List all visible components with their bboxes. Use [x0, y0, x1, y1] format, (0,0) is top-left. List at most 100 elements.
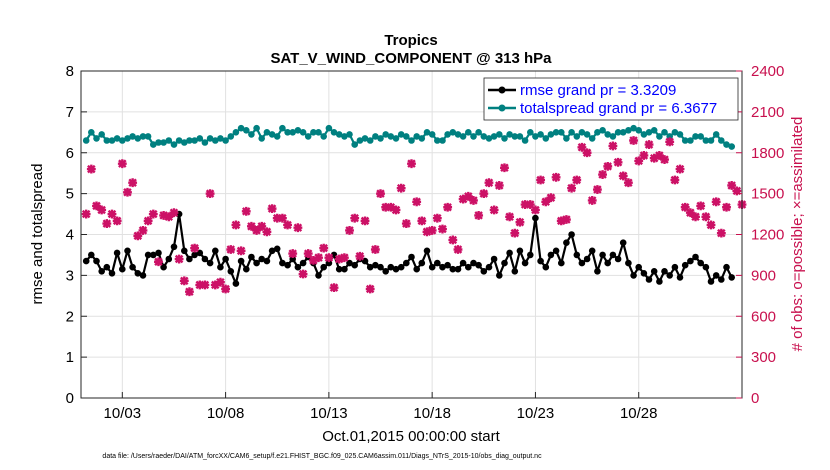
obs-count-marker — [334, 254, 344, 264]
data-point — [568, 231, 575, 238]
obs-count-marker — [143, 216, 153, 226]
data-point — [521, 137, 529, 144]
data-point — [294, 127, 302, 134]
data-point — [712, 131, 720, 138]
data-point — [248, 131, 255, 138]
data-point — [547, 131, 555, 138]
legend-totalspread-marker — [498, 104, 506, 112]
data-point — [294, 263, 302, 271]
data-point — [310, 129, 317, 136]
data-point — [299, 259, 307, 267]
legend-box — [483, 77, 739, 121]
data-point — [718, 276, 725, 283]
obs-count-marker — [520, 200, 530, 209]
y-right-tick-label: 2400 — [751, 63, 784, 80]
obs-count-marker — [613, 157, 623, 167]
obs-count-marker — [448, 235, 458, 245]
data-point — [583, 131, 591, 138]
data-point — [377, 135, 384, 142]
data-point — [150, 251, 157, 259]
chart-title: Tropics — [384, 32, 437, 49]
obs-count-marker — [308, 255, 318, 265]
data-point — [335, 131, 343, 138]
legend: rmse grand pr = 3.3209 totalspread grand… — [483, 77, 739, 121]
data-point — [625, 127, 632, 134]
data-point — [88, 129, 95, 136]
data-point — [635, 263, 642, 271]
data-point — [201, 139, 209, 146]
data-point — [697, 133, 704, 140]
data-point — [258, 255, 266, 263]
data-point — [594, 129, 601, 136]
data-point — [718, 137, 725, 144]
data-point — [232, 280, 240, 287]
obs-count-marker — [691, 212, 700, 222]
obs-count-marker — [716, 228, 726, 238]
obs-count-marker — [303, 249, 313, 258]
data-point — [377, 263, 384, 271]
data-point — [702, 263, 710, 271]
obs-count-marker — [252, 225, 261, 235]
data-point — [547, 251, 555, 259]
obs-count-marker — [463, 191, 473, 201]
obs-count-marker — [396, 183, 406, 193]
data-point — [573, 251, 581, 259]
data-point — [299, 129, 307, 136]
x-tick-label: 10/18 — [413, 405, 451, 422]
data-point — [98, 131, 105, 138]
data-point — [181, 139, 188, 146]
obs-count-marker — [727, 181, 737, 190]
obs-count-marker — [376, 189, 385, 199]
data-point — [485, 135, 493, 142]
data-point — [408, 253, 415, 261]
obs-count-marker — [360, 216, 370, 226]
obs-count-marker — [701, 212, 711, 222]
data-point — [335, 265, 343, 273]
data-point — [253, 259, 260, 267]
data-point — [82, 137, 90, 144]
obs-count-marker — [195, 280, 205, 290]
data-point — [150, 141, 157, 148]
obs-count-marker — [515, 217, 525, 227]
obs-count-marker — [97, 205, 107, 215]
y-tick-label: 6 — [66, 145, 74, 162]
y-tick-label: 1 — [66, 349, 74, 366]
data-point — [351, 141, 359, 148]
data-point — [263, 129, 271, 136]
data-point — [527, 129, 534, 136]
data-point — [413, 133, 421, 140]
obs-count-marker — [221, 284, 231, 294]
data-point — [113, 249, 121, 257]
data-point — [552, 129, 560, 136]
data-point — [480, 133, 488, 140]
data-point — [124, 247, 131, 255]
data-point — [315, 272, 322, 279]
obs-count-marker — [200, 280, 210, 290]
data-point — [382, 131, 390, 138]
data-point — [625, 259, 632, 267]
data-point — [656, 278, 663, 285]
obs-count-marker — [412, 197, 422, 207]
obs-count-marker — [417, 216, 427, 226]
obs-count-marker — [169, 208, 179, 218]
data-point — [692, 133, 699, 140]
data-point — [320, 133, 328, 140]
data-point — [108, 270, 116, 277]
data-point — [578, 129, 586, 136]
data-point — [676, 131, 684, 138]
obs-count-marker — [102, 219, 112, 229]
obs-count-marker — [675, 164, 685, 174]
obs-count-marker — [329, 283, 339, 293]
obs-count-marker — [639, 151, 649, 160]
data-point — [697, 259, 704, 267]
data-point — [139, 272, 147, 279]
obs-count-marker — [644, 140, 654, 149]
data-point — [537, 257, 544, 265]
obs-count-marker — [432, 213, 442, 223]
data-point — [573, 133, 581, 140]
obs-count-marker — [267, 204, 277, 214]
obs-count-marker — [241, 206, 251, 216]
data-point — [418, 135, 426, 142]
data-point — [263, 257, 271, 265]
chart-subtitle: SAT_V_WIND_COMPONENT @ 313 hPa — [270, 50, 552, 67]
